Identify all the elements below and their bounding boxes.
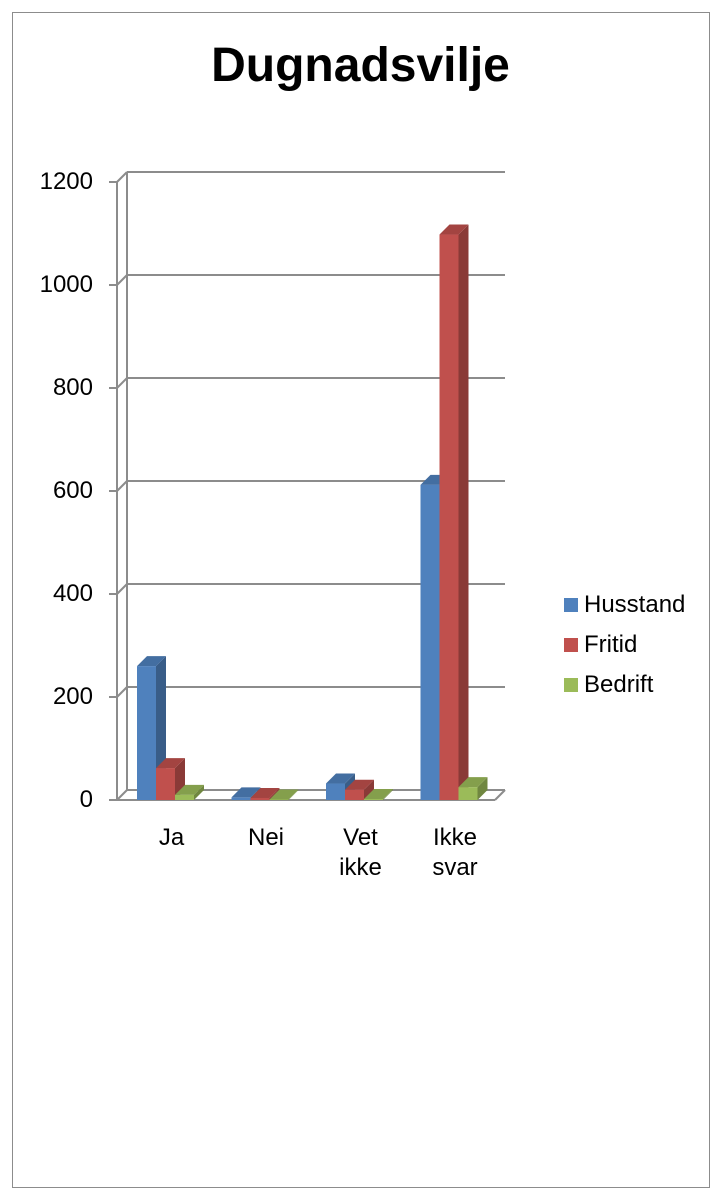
legend: Husstand Fritid Bedrift [564,590,685,710]
bar-top [458,777,488,788]
bar-top [439,224,469,235]
bar [458,787,478,800]
chart-title: Dugnadsvilje [211,39,510,92]
y-tick-label: 800 [52,374,93,401]
legend-label: Husstand [584,591,686,618]
gridline-wall [116,377,128,389]
bar-side [383,788,393,800]
bar-top [175,784,204,795]
bar-side [458,224,469,800]
x-tick-label: Vet ikke [339,824,382,881]
y-tick-label: 1000 [39,271,93,298]
y-tick-label: 0 [79,786,93,813]
legend-item: Husstand [564,590,685,620]
floor-side-edge [494,789,506,801]
x-tick-label: Ja [158,824,185,851]
bar-top [137,656,166,667]
x-tick-label: Nei [247,824,284,851]
bar-top [345,779,374,790]
bar [439,234,459,800]
legend-swatch [564,638,578,652]
bar-side [194,784,204,800]
y-tick-label: 200 [52,683,93,710]
bar-side [364,779,374,800]
legend-item: Bedrift [564,670,685,700]
bar-top [364,788,393,799]
x-tick-label: Ikke svar [432,824,478,881]
legend-label: Fritid [584,631,638,658]
bar [269,799,289,800]
bar-top [269,789,299,800]
gridline-wall [116,583,128,595]
bar [250,797,270,800]
bar [364,798,383,800]
y-tick-label: 400 [52,580,93,607]
chart-frame [12,12,710,1188]
bar [156,768,175,800]
bar [175,794,194,800]
y-tick-label: 600 [52,477,93,504]
bar [326,783,345,800]
bar-top [156,758,185,769]
bar-side [288,789,299,800]
gridline-wall [116,274,128,286]
legend-label: Bedrift [584,671,654,698]
gridline-wall [116,686,128,698]
bar [420,484,440,800]
floor-wall-edge [116,789,128,801]
bar-side [477,777,488,800]
bar-top [250,787,280,798]
legend-swatch [564,598,578,612]
legend-item: Fritid [564,630,685,660]
bar [345,789,364,800]
bar [231,797,251,800]
gridline-wall [116,171,128,183]
bar-top [231,787,261,798]
y-tick-label: 1200 [39,168,93,195]
gridline-wall [116,480,128,492]
bar-top [326,773,355,784]
bar [137,666,156,800]
legend-swatch [564,678,578,692]
